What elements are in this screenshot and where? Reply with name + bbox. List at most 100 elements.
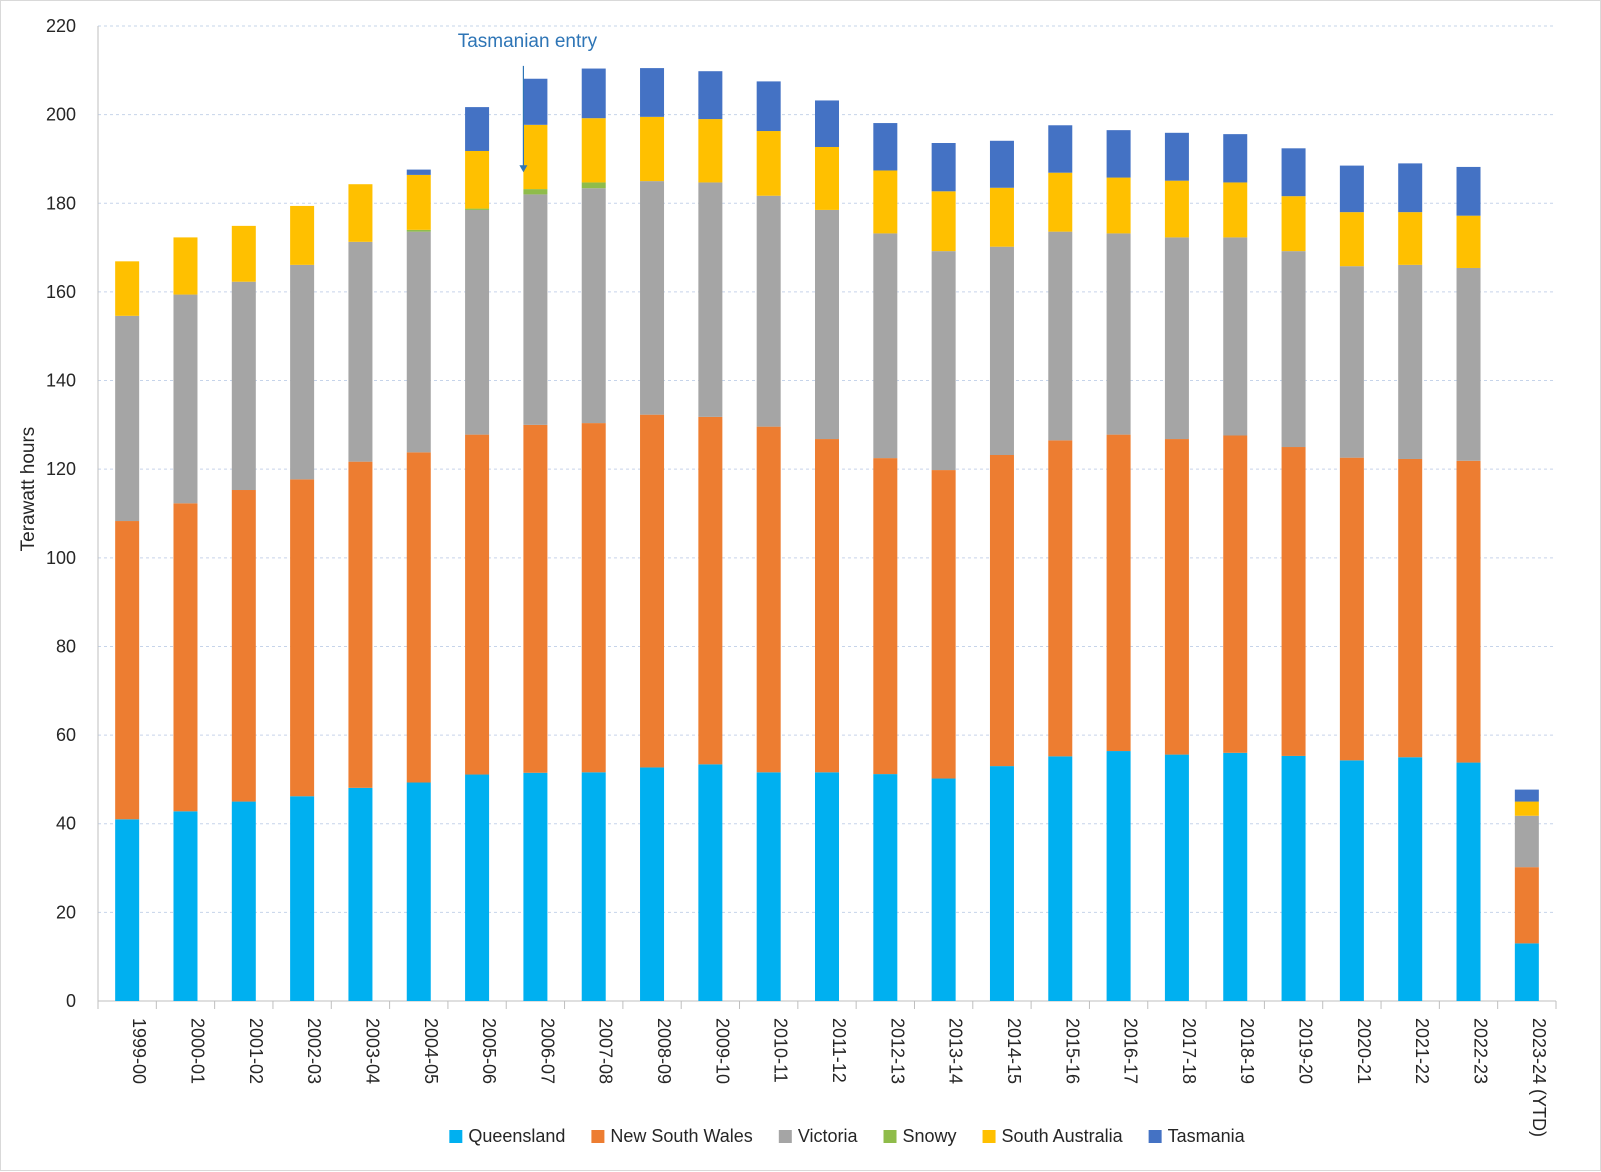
- bar-segment-queensland: [1456, 762, 1481, 1001]
- x-tick-label: 2022-23: [1471, 1018, 1491, 1084]
- bar-segment-new-south-wales: [1048, 440, 1073, 757]
- bar-segment-south-australia: [989, 187, 1014, 247]
- bar-segment-queensland: [231, 801, 256, 1001]
- y-tick-label: 100: [46, 548, 76, 568]
- legend-swatch: [1148, 1130, 1162, 1143]
- y-tick-labels: 0 20 40 60 80 100 120 140 160 180 200 220: [46, 16, 76, 1011]
- bar-segment-victoria: [1514, 815, 1539, 868]
- bar-segment-new-south-wales: [1456, 460, 1481, 763]
- bar-segment-tasmania: [640, 68, 665, 117]
- bar-segment-new-south-wales: [465, 434, 490, 775]
- bar-segment-tasmania: [581, 68, 606, 119]
- bar-segment-new-south-wales: [1398, 458, 1423, 758]
- bar-segment-queensland: [931, 778, 956, 1001]
- bar-segment-new-south-wales: [756, 426, 781, 773]
- bar-segment-snowy: [581, 182, 606, 189]
- bar-segment-queensland: [698, 764, 723, 1001]
- bar-segment-tasmania: [873, 123, 898, 171]
- x-tick-label: 2006-07: [537, 1018, 557, 1084]
- x-tick-label: 2019-20: [1296, 1018, 1316, 1084]
- x-tick-label: 2012-13: [887, 1018, 907, 1084]
- bar-segment-queensland: [290, 796, 315, 1001]
- bar-segment-new-south-wales: [1223, 435, 1248, 753]
- legend-swatch: [591, 1130, 605, 1143]
- bar-segment-victoria: [173, 294, 198, 504]
- x-tick-label: 2020-21: [1354, 1018, 1374, 1084]
- y-tick-label: 20: [56, 902, 76, 922]
- x-tick-label: 2014-15: [1004, 1018, 1024, 1084]
- annotation-arrow-head: [519, 165, 528, 173]
- legend-label: South Australia: [1002, 1126, 1124, 1146]
- x-tick-label: 2008-09: [654, 1018, 674, 1084]
- bar-segment-victoria: [815, 209, 839, 440]
- bar-segment-tasmania: [1398, 163, 1423, 213]
- x-tick-label: 1999-00: [129, 1018, 149, 1084]
- legend-label: New South Wales: [610, 1126, 752, 1146]
- annotation: Tasmanian entry: [458, 31, 598, 173]
- bar-segment-tasmania: [756, 81, 781, 132]
- x-tick-label: 2023-24 (YTD): [1529, 1018, 1549, 1137]
- bar-segment-queensland: [465, 774, 490, 1001]
- bar-segment-new-south-wales: [698, 416, 723, 765]
- bar-segment-victoria: [115, 315, 140, 522]
- x-tick-label: 2000-01: [187, 1018, 207, 1084]
- x-tick-label: 2003-04: [362, 1018, 382, 1084]
- y-tick-label: 200: [46, 105, 76, 125]
- bar-segment-south-australia: [115, 261, 140, 316]
- x-tick-label: 2010-11: [771, 1018, 791, 1083]
- bar-segment-new-south-wales: [815, 439, 839, 773]
- bar-segment-new-south-wales: [931, 470, 956, 779]
- y-tick-label: 160: [46, 282, 76, 302]
- bar-segment-new-south-wales: [406, 452, 431, 783]
- bar-segment-victoria: [523, 194, 548, 425]
- y-tick-label: 0: [66, 991, 76, 1011]
- bar-segment-south-australia: [406, 174, 431, 230]
- y-tick-label: 80: [56, 636, 76, 656]
- bar-segment-south-australia: [465, 150, 490, 209]
- y-tick-label: 180: [46, 193, 76, 213]
- legend-label: Victoria: [798, 1126, 859, 1146]
- bar-segment-victoria: [231, 281, 256, 491]
- legend-label: Tasmania: [1168, 1126, 1246, 1146]
- bar-segment-victoria: [1339, 266, 1364, 458]
- bar-segment-new-south-wales: [581, 423, 606, 773]
- bar-segment-south-australia: [815, 146, 839, 210]
- bar-segment-snowy: [406, 229, 431, 232]
- bar-segment-tasmania: [698, 71, 723, 120]
- bar-segment-south-australia: [1223, 182, 1248, 238]
- bar-segment-victoria: [1164, 237, 1189, 440]
- bars: [115, 68, 1539, 1001]
- bar-segment-queensland: [1048, 756, 1073, 1001]
- bar-segment-south-australia: [1456, 215, 1481, 268]
- bar-segment-new-south-wales: [1281, 447, 1306, 756]
- bar-segment-tasmania: [931, 143, 956, 192]
- bar-segment-south-australia: [523, 124, 548, 190]
- bar-segment-south-australia: [1106, 177, 1131, 234]
- x-tick-label: 2005-06: [479, 1018, 499, 1084]
- bar-segment-queensland: [406, 782, 431, 1001]
- bar-segment-new-south-wales: [115, 521, 140, 820]
- bar-segment-tasmania: [1106, 130, 1131, 178]
- bar-segment-south-australia: [581, 118, 606, 183]
- bar-segment-queensland: [640, 767, 665, 1001]
- y-tick-label: 60: [56, 725, 76, 745]
- x-tick-label: 2016-17: [1121, 1018, 1141, 1084]
- bar-segment-new-south-wales: [989, 455, 1014, 767]
- x-tick-label: 2015-16: [1062, 1018, 1082, 1084]
- y-tick-label: 140: [46, 371, 76, 391]
- bar-segment-victoria: [465, 209, 490, 435]
- x-tick-label: 2009-10: [712, 1018, 732, 1084]
- bar-segment-queensland: [348, 787, 373, 1001]
- bar-segment-tasmania: [1223, 134, 1248, 183]
- bar-segment-new-south-wales: [1339, 457, 1364, 761]
- x-tick-label: 2018-19: [1237, 1018, 1257, 1084]
- bar-segment-south-australia: [1514, 801, 1539, 816]
- bar-segment-south-australia: [290, 205, 315, 265]
- bar-segment-south-australia: [698, 119, 723, 183]
- bar-segment-tasmania: [1281, 148, 1306, 197]
- bar-segment-south-australia: [1339, 212, 1364, 267]
- bar-segment-new-south-wales: [640, 414, 665, 768]
- legend-swatch: [883, 1130, 897, 1143]
- bar-segment-new-south-wales: [290, 479, 315, 797]
